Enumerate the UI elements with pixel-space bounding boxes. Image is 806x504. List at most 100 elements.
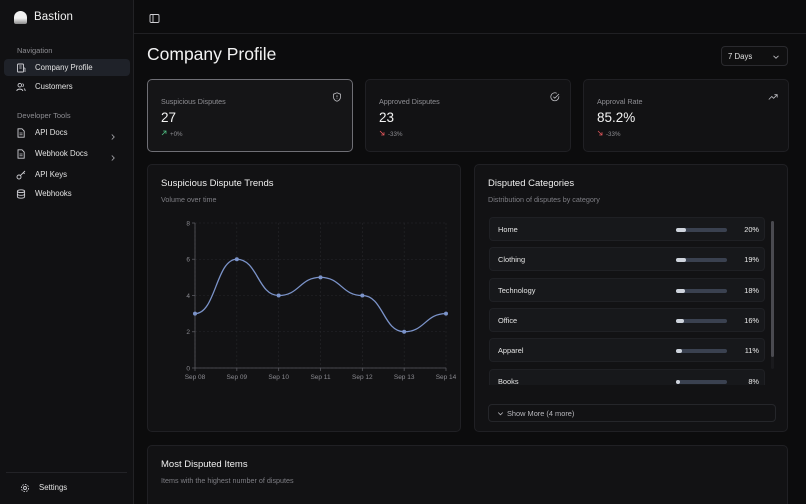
building-icon <box>16 63 26 73</box>
sidebar: Bastion Navigation Company Profile Custo… <box>0 0 134 504</box>
x-tick-label: Sep 10 <box>268 374 289 381</box>
stat-delta-value: -33% <box>606 130 621 138</box>
category-row[interactable]: Technology 18% <box>489 277 765 302</box>
data-point <box>360 293 365 298</box>
sidebar-item-api-keys[interactable]: API Keys <box>4 166 130 183</box>
topbar <box>134 0 806 34</box>
x-tick-label: Sep 08 <box>185 374 206 381</box>
stat-card-approved-disputes[interactable]: Approved Disputes 23 -33% <box>365 79 571 152</box>
sidebar-item-label: Webhooks <box>35 189 72 198</box>
x-tick-label: Sep 13 <box>394 374 415 381</box>
category-scrollbar[interactable] <box>771 221 774 369</box>
trending-up-icon <box>768 89 778 100</box>
category-progress-bar <box>676 228 727 232</box>
category-percent: 16% <box>744 315 759 325</box>
sidebar-toggle-icon[interactable] <box>149 11 160 23</box>
y-tick-label: 6 <box>186 257 190 264</box>
stat-delta-value: -33% <box>388 130 403 138</box>
sidebar-item-api-docs[interactable]: API Docs <box>4 124 130 141</box>
date-range-select[interactable]: 7 Days <box>721 46 788 66</box>
stat-value: 27 <box>161 110 177 125</box>
stat-card-approval-rate[interactable]: Approval Rate 85.2% -33% <box>583 79 789 152</box>
sidebar-item-webhooks[interactable]: Webhooks <box>4 185 130 202</box>
category-percent: 20% <box>744 225 759 234</box>
category-progress-bar <box>676 349 727 354</box>
sidebar-item-customers[interactable]: Customers <box>4 78 130 95</box>
data-point <box>193 311 197 316</box>
category-name: Technology <box>498 285 536 295</box>
stat-delta-value: +0% <box>170 130 183 138</box>
stat-title: Approved Disputes <box>379 97 440 106</box>
category-progress-fill <box>676 228 687 232</box>
category-row[interactable]: Office 16% <box>489 307 765 332</box>
stat-delta: -33% <box>379 130 402 138</box>
chevron-down-icon <box>497 410 504 417</box>
panel-subtitle: Distribution of disputes by category <box>488 195 600 204</box>
section-label-developer-tools: Developer Tools <box>17 111 71 120</box>
y-tick-label: 8 <box>186 220 190 227</box>
sidebar-item-label: Customers <box>35 82 73 91</box>
sidebar-item-label: Settings <box>39 483 68 492</box>
database-icon <box>16 188 26 199</box>
section-label-navigation: Navigation <box>17 46 53 55</box>
arrow-down-right-icon <box>597 130 603 138</box>
category-progress-fill <box>676 318 685 323</box>
app-name: Bastion <box>34 11 74 23</box>
category-name: Clothing <box>498 255 526 265</box>
category-progress-bar <box>676 318 727 323</box>
sidebar-item-label: API Docs <box>35 128 68 137</box>
x-tick-label: Sep 12 <box>352 374 373 381</box>
data-point <box>402 329 407 334</box>
show-more-button[interactable]: Show More (4 more) <box>488 404 776 422</box>
chevron-right-icon <box>109 128 117 140</box>
y-tick-label: 4 <box>186 293 190 300</box>
document-icon <box>16 148 26 159</box>
category-row[interactable]: Clothing 19% <box>489 247 765 272</box>
gear-icon <box>20 483 30 493</box>
category-progress-fill <box>676 349 682 354</box>
chevron-right-icon <box>109 149 117 161</box>
panel-title: Most Disputed Items <box>161 459 248 470</box>
users-icon <box>16 82 26 92</box>
x-tick-label: Sep 14 <box>436 374 457 381</box>
sidebar-item-webhook-docs[interactable]: Webhook Docs <box>4 145 130 162</box>
sidebar-item-company-profile[interactable]: Company Profile <box>4 59 130 76</box>
stat-value: 23 <box>379 110 395 125</box>
category-row[interactable]: Apparel 11% <box>489 338 765 363</box>
y-tick-label: 0 <box>186 365 190 372</box>
panel-subtitle: Items with the highest number of dispute… <box>161 476 294 485</box>
data-point <box>318 275 323 280</box>
panel-title: Suspicious Dispute Trends <box>161 178 274 189</box>
category-percent: 19% <box>744 255 759 265</box>
stat-card-suspicious-disputes[interactable]: Suspicious Disputes 27 +0% <box>147 79 353 152</box>
category-percent: 11% <box>744 346 759 356</box>
key-icon <box>16 170 26 180</box>
show-more-label: Show More (4 more) <box>507 408 575 418</box>
category-progress-fill <box>676 288 686 293</box>
category-list: Home 20% Clothing 19% Technology 18% Office 16%… <box>489 217 765 385</box>
y-tick-label: 2 <box>186 329 190 336</box>
category-row[interactable]: Books 8% <box>489 368 765 386</box>
trends-panel: Suspicious Dispute Trends Volume over ti… <box>147 164 461 432</box>
category-progress-fill <box>676 379 681 384</box>
category-percent: 8% <box>748 376 759 386</box>
bastion-logo-icon <box>14 10 27 24</box>
data-point <box>276 293 281 298</box>
disputed-items-panel: Most Disputed Items Items with the highe… <box>147 445 788 504</box>
category-row[interactable]: Home 20% <box>489 217 765 241</box>
panel-subtitle: Volume over time <box>161 195 217 204</box>
sidebar-item-settings[interactable]: Settings <box>4 479 130 496</box>
category-name: Home <box>498 225 518 234</box>
x-tick-label: Sep 09 <box>227 374 248 381</box>
categories-panel: Disputed Categories Distribution of disp… <box>474 164 788 432</box>
scrollbar-thumb[interactable] <box>771 221 774 357</box>
brand[interactable]: Bastion <box>14 8 73 26</box>
category-progress-fill <box>676 258 686 263</box>
category-percent: 18% <box>744 285 759 295</box>
x-tick-label: Sep 11 <box>310 374 331 381</box>
panel-title: Disputed Categories <box>488 178 575 189</box>
data-point <box>444 311 448 316</box>
category-progress-bar <box>676 379 727 384</box>
chevron-down-icon <box>772 53 780 61</box>
document-icon <box>16 127 26 138</box>
